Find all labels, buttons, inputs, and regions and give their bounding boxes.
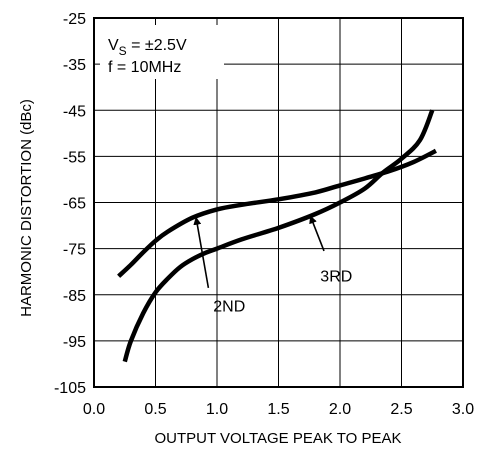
- series-label-3rd: 3RD: [320, 268, 352, 285]
- series: [117, 109, 437, 363]
- y-tick-label: -55: [63, 149, 86, 166]
- x-tick-label: 1.0: [206, 401, 228, 418]
- supply-voltage-label: VS = ±2.5V: [108, 37, 187, 58]
- x-tick-label: 1.5: [267, 401, 289, 418]
- x-tick-label: 3.0: [452, 401, 474, 418]
- x-axis-label: OUTPUT VOLTAGE PEAK TO PEAK: [154, 430, 401, 447]
- series-line-3rd: [122, 109, 435, 363]
- series-label-2nd: 2ND: [213, 298, 245, 315]
- x-tick-label: 0.0: [83, 401, 105, 418]
- plot-frame: [93, 17, 464, 388]
- conditions-box-bg: [100, 25, 224, 79]
- tick-labels: 0.0 0.5 1.0 1.5 2.0 2.5 3.0 -105 -95 -85 -75 -65 -55…: [54, 11, 474, 418]
- y-tick-label: -35: [63, 57, 86, 74]
- x-tick-label: 2.0: [329, 401, 351, 418]
- y-tick-label: -45: [63, 103, 86, 120]
- x-tick-label: 2.5: [390, 401, 412, 418]
- annotation-arrow-3rd: [309, 215, 325, 252]
- y-tick-label: -85: [63, 288, 86, 305]
- y-tick-label: -25: [63, 11, 86, 28]
- y-axis-label: HARMONIC DISTORTION (dBc): [18, 99, 35, 317]
- y-tick-label: -75: [63, 242, 86, 259]
- y-tick-label: -65: [63, 196, 86, 213]
- x-tick-label: 0.5: [144, 401, 166, 418]
- y-tick-label: -105: [54, 380, 86, 397]
- frequency-label: f = 10MHz: [108, 59, 181, 76]
- y-tick-label: -95: [63, 334, 86, 351]
- annotation-arrow-2nd: [193, 216, 210, 288]
- annotations: 2ND 3RD: [193, 215, 352, 315]
